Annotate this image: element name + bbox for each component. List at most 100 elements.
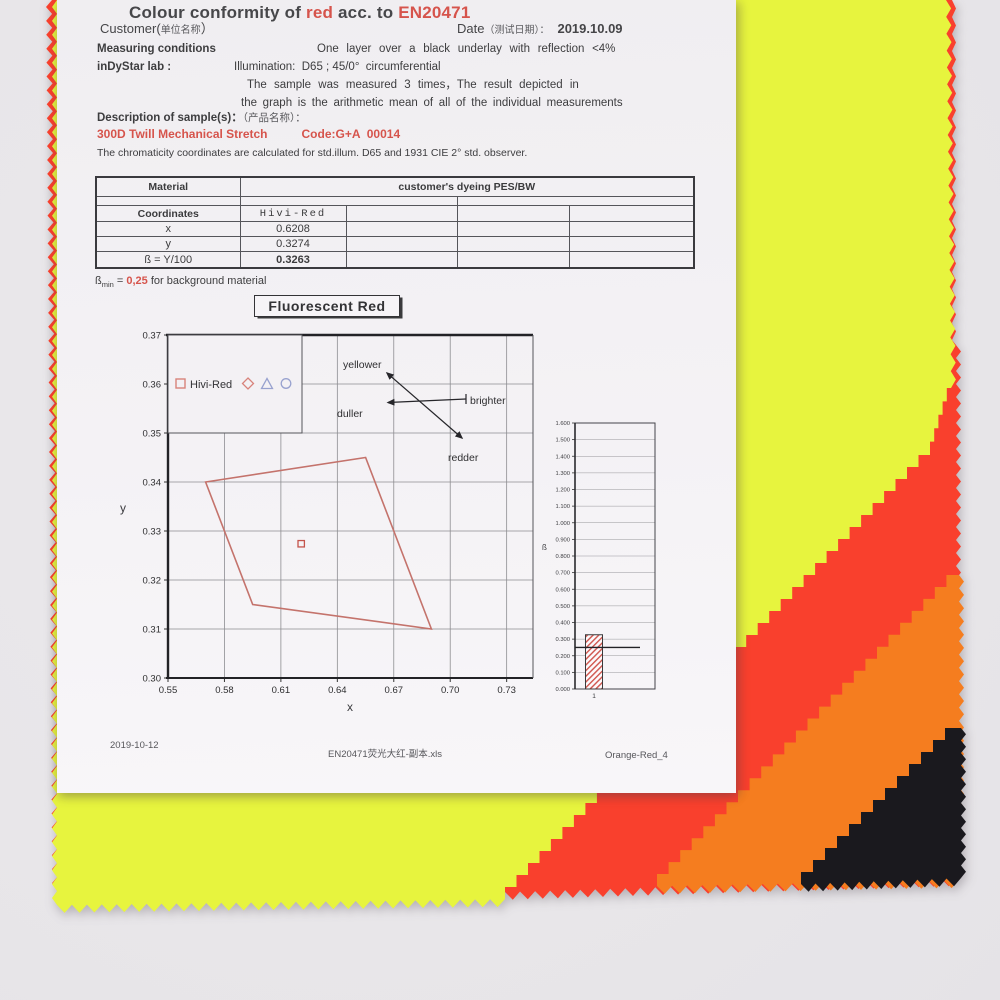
- svg-text:0.73: 0.73: [497, 685, 516, 696]
- svg-text:1.400: 1.400: [555, 454, 570, 460]
- measuring-conditions-value: One layer over a black underlay with ref…: [317, 43, 616, 55]
- material-header-cell: Material: [95, 176, 241, 197]
- coordinates-header-cell: Coordinates: [95, 205, 241, 222]
- sample-column-header: Hivi-Red: [239, 205, 347, 222]
- svg-text:ß: ß: [542, 543, 547, 552]
- empty-cell: [568, 221, 695, 237]
- title-text-2: acc. to: [333, 3, 399, 22]
- svg-text:0.33: 0.33: [143, 527, 162, 538]
- svg-text:0.700: 0.700: [555, 571, 570, 577]
- svg-text:0.32: 0.32: [143, 576, 162, 587]
- svg-text:x: x: [347, 700, 353, 714]
- footer-page-label: Orange-Red_4: [605, 750, 668, 761]
- date-value: 2019.10.09: [557, 21, 623, 36]
- chart-title-box: Fluorescent Red: [254, 295, 400, 317]
- empty-cell: [568, 251, 695, 269]
- svg-text:1.600: 1.600: [555, 421, 570, 427]
- svg-text:0.900: 0.900: [555, 537, 570, 543]
- svg-text:0.200: 0.200: [555, 654, 570, 660]
- svg-text:0.31: 0.31: [143, 625, 162, 636]
- yellower-redder-arrow: [385, 372, 464, 439]
- svg-text:0.500: 0.500: [555, 604, 570, 610]
- tolerance-polygon: [204, 456, 433, 630]
- y-label-cell: y: [95, 236, 241, 252]
- svg-text:0.30: 0.30: [143, 674, 162, 685]
- document-page: Colour conformity of red acc. to EN20471…: [57, 0, 736, 793]
- measured-point: [297, 539, 306, 548]
- empty-cell: [456, 205, 570, 222]
- title-text: Colour conformity of: [129, 3, 307, 22]
- svg-text:0.61: 0.61: [272, 685, 291, 696]
- legend-label: Hivi-Red: [190, 379, 232, 391]
- customer-label-cn: 单位名称: [160, 25, 201, 36]
- svg-text:y: y: [120, 501, 126, 515]
- svg-text:0.100: 0.100: [555, 670, 570, 676]
- svg-text:0.400: 0.400: [555, 621, 570, 627]
- svg-text:1.300: 1.300: [555, 471, 570, 477]
- table-row-beta: ß = Y/100 0.3263: [95, 251, 695, 269]
- svg-text:0.34: 0.34: [143, 478, 162, 489]
- x-value-cell: 0.6208: [239, 221, 347, 237]
- chromaticity-note: The chromaticity coordinates are calcula…: [97, 147, 528, 159]
- spacer-cell: [456, 196, 695, 206]
- date-line: Date（测试日期）： 2019.10.09: [457, 21, 623, 37]
- svg-text:0.800: 0.800: [555, 554, 570, 560]
- spacer-cell: [239, 196, 458, 206]
- svg-text:0.55: 0.55: [159, 685, 178, 696]
- svg-text:0.600: 0.600: [555, 587, 570, 593]
- legend-circle-marker: [280, 378, 292, 389]
- title-standard-ref: EN20471: [398, 3, 471, 22]
- table-row-material: Material customer's dyeing PES/BW: [95, 176, 695, 197]
- beta-min-note: ßmin = 0,25 for background material: [95, 275, 266, 290]
- beta-label-cell: ß = Y/100: [95, 251, 241, 269]
- note-line-2: the graph is the arithmetic mean of all …: [241, 97, 623, 109]
- svg-text:brighter: brighter: [470, 395, 506, 407]
- lab-label: inDyStar lab :: [97, 61, 172, 73]
- beta-sub: min: [101, 280, 114, 290]
- legend-triangle-marker: [260, 377, 274, 390]
- svg-text:0.300: 0.300: [555, 637, 570, 643]
- empty-cell: [456, 236, 570, 252]
- sample-name: 300D Twill Mechanical Stretch: [97, 127, 268, 141]
- svg-text:1: 1: [592, 693, 596, 700]
- empty-cell: [345, 236, 458, 252]
- x-label-cell: x: [95, 221, 241, 237]
- beta-bar: [585, 634, 603, 690]
- legend-box: [167, 334, 303, 434]
- beta-min-value: 0,25: [126, 275, 148, 287]
- empty-cell: [345, 205, 458, 222]
- svg-text:0.58: 0.58: [215, 685, 234, 696]
- empty-cell: [568, 236, 695, 252]
- fabric-swatch-black: [801, 728, 966, 892]
- beta-eq: =: [113, 275, 127, 287]
- table-row-coordinates: Coordinates Hivi-Red: [95, 205, 695, 222]
- sample-name-line: 300D Twill Mechanical Stretch Code:G+A 00…: [97, 127, 401, 142]
- spacer-cell: [95, 196, 241, 206]
- note-line-1: The sample was measured 3 times，The resu…: [247, 79, 579, 91]
- material-table: Material customer's dyeing PES/BW Coordi…: [95, 176, 696, 269]
- table-row-spacer: [95, 196, 695, 206]
- date-label-cn: （测试日期）：: [484, 25, 550, 36]
- beta-value-cell: 0.3263: [239, 251, 347, 269]
- svg-text:0.67: 0.67: [385, 685, 404, 696]
- beta-symbol: ß: [95, 275, 102, 287]
- svg-text:0.36: 0.36: [143, 380, 162, 391]
- description-label: Description of sample(s)：: [97, 112, 243, 124]
- svg-text:0.35: 0.35: [143, 429, 162, 440]
- legend-square-marker: [175, 378, 186, 389]
- svg-text:duller: duller: [337, 408, 363, 420]
- legend-diamond-marker: [241, 377, 255, 390]
- date-label: Date: [457, 21, 485, 36]
- description-line: Description of sample(s)：（产品名称）：: [97, 112, 306, 125]
- empty-cell: [456, 251, 570, 269]
- customer-line: Customer(单位名称）: [100, 21, 214, 37]
- y-value-cell: 0.3274: [239, 236, 347, 252]
- sample-code: Code:G+A 00014: [301, 127, 401, 141]
- beta-min-rest: for background material: [147, 275, 267, 287]
- empty-cell: [456, 221, 570, 237]
- svg-text:1.200: 1.200: [555, 488, 570, 494]
- empty-cell: [345, 251, 458, 269]
- svg-text:0.70: 0.70: [441, 685, 460, 696]
- duller-brighter-arrow: [386, 398, 467, 406]
